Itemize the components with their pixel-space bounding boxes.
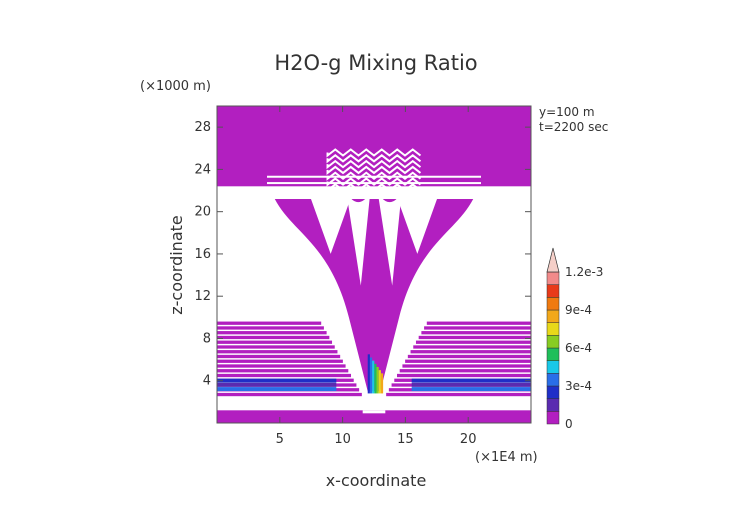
lower-stripe (407, 354, 531, 359)
colorbar-tick-label: 0 (565, 417, 573, 431)
surface-layer (217, 410, 531, 423)
lower-stripe (217, 345, 335, 349)
x-tick-label: 10 (334, 432, 351, 447)
y-unit-label: (×1000 m) (140, 79, 211, 94)
y-axis-label: z-coordinate (167, 215, 186, 315)
top-wave (326, 177, 422, 187)
colorbar-tick-label: 1.2e-3 (565, 265, 603, 279)
lower-stripe (396, 373, 531, 378)
x-tick-label: 5 (276, 432, 284, 447)
lower-stripe (217, 359, 343, 363)
colorbar-swatch (546, 309, 560, 323)
top-wave (326, 159, 422, 170)
lower-stripe (217, 392, 362, 397)
anvil-plume (274, 198, 474, 392)
colorbar-swatch (546, 398, 560, 412)
lower-stripe (402, 364, 531, 368)
plot-frame (216, 105, 532, 424)
updraft-core (376, 366, 379, 394)
lower-stripe (217, 364, 346, 368)
moist-core (217, 387, 337, 392)
colorbar-tick-label: 6e-4 (565, 341, 592, 355)
moist-core (411, 378, 531, 383)
x-axis-label: x-coordinate (326, 471, 427, 490)
updraft-core (372, 360, 375, 394)
colorbar-swatch (546, 284, 560, 298)
colorbar: 0 3e-4 6e-4 9e-4 1.2e-3 (546, 247, 603, 431)
x-tick-label: 15 (397, 432, 414, 447)
y-tick-label: 16 (194, 247, 211, 262)
plume-cleft (346, 192, 371, 286)
lower-stripe (413, 345, 531, 349)
colorbar-extend-arrow (546, 247, 560, 273)
colorbar-swatch (546, 373, 560, 387)
moist-core (411, 382, 531, 387)
top-wave (326, 154, 422, 164)
lower-stripe (405, 359, 531, 363)
surface-gap (362, 410, 386, 414)
plot-area (216, 105, 532, 424)
top-wave (326, 165, 422, 175)
upper-layer (217, 106, 531, 187)
lower-stripe (424, 326, 531, 330)
colorbar-swatch (546, 322, 560, 336)
y-tick-label: 28 (194, 120, 211, 135)
lower-stripe (399, 369, 531, 373)
moist-core (411, 387, 531, 392)
annotation-t: t=2200 sec (539, 120, 608, 134)
y-tick-label: 12 (194, 289, 211, 304)
top-wave (326, 148, 422, 158)
plume-cleft (395, 192, 440, 254)
y-tick-label: 20 (194, 205, 211, 220)
colorbar-swatch (546, 411, 560, 425)
plume-cleft (308, 192, 353, 254)
y-axis: 4 8 12 16 20 24 28 (194, 120, 531, 389)
colorbar-swatch (546, 360, 560, 374)
lower-stripe (421, 331, 531, 335)
top-wave (326, 171, 422, 181)
lower-stripe (415, 340, 531, 344)
lower-stripe (426, 321, 531, 325)
y-tick-label: 8 (203, 331, 211, 346)
lower-stripe (418, 335, 531, 340)
lower-stripe (217, 331, 327, 335)
updraft-core (369, 357, 373, 394)
lower-stripe (217, 369, 349, 373)
moist-core (217, 378, 337, 383)
x-axis: 5 10 15 20 (276, 106, 477, 447)
lower-stripe (217, 350, 338, 354)
top-wave (326, 183, 422, 193)
updraft-core (374, 363, 377, 394)
lower-stripe (386, 392, 531, 397)
x-unit-label: (×1E4 m) (475, 450, 538, 465)
lower-stripe (217, 373, 352, 378)
upper-stripe (267, 182, 481, 185)
updraft-core (378, 370, 381, 394)
lower-stripe (217, 326, 324, 330)
annotation-y: y=100 m (539, 105, 595, 119)
chart-title: H2O-g Mixing Ratio (274, 51, 477, 75)
mixing-ratio-field (217, 106, 531, 423)
colorbar-swatch (546, 335, 560, 349)
lower-stripe (410, 350, 531, 354)
updraft-core (367, 354, 370, 394)
colorbar-swatch (546, 297, 560, 311)
colorbar-tick-label: 3e-4 (565, 379, 592, 393)
lower-stripe (217, 321, 322, 325)
x-tick-label: 20 (460, 432, 477, 447)
colorbar-tick-label: 9e-4 (565, 303, 592, 317)
y-tick-label: 24 (194, 162, 211, 177)
colorbar-swatch (546, 271, 560, 285)
lower-stripe (217, 340, 333, 344)
upper-stripe (267, 175, 481, 178)
colorbar-swatch (546, 385, 560, 399)
lower-stripe (217, 335, 330, 340)
updraft-core (380, 373, 384, 394)
colorbar-swatch (546, 347, 560, 361)
plume-cleft (377, 192, 402, 286)
lower-stripe (217, 354, 341, 359)
y-tick-label: 4 (203, 374, 211, 389)
moist-core (217, 382, 337, 387)
